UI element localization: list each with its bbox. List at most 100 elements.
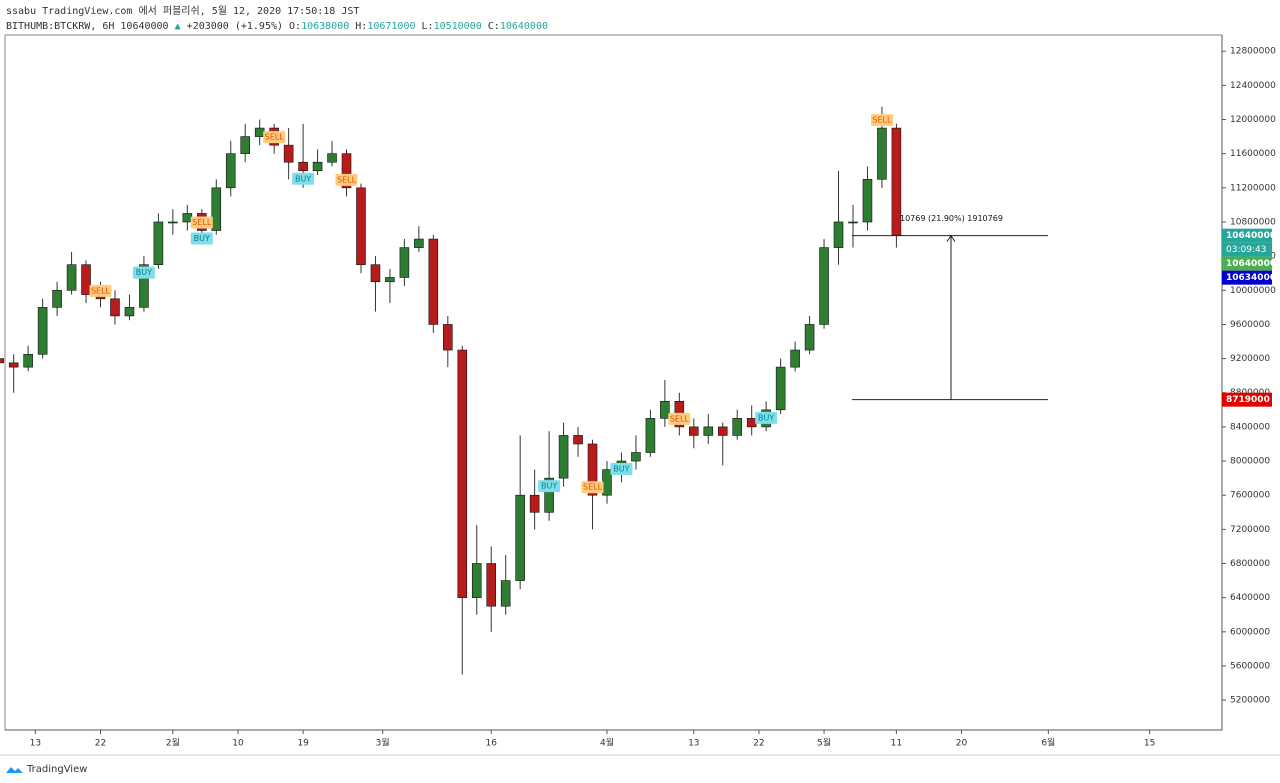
signal-badge: [755, 411, 778, 424]
y-tick-label: 7600000: [1230, 491, 1270, 501]
ohlc-value: 10640000: [499, 21, 548, 32]
candle-body: [0, 358, 4, 364]
signal-badge: [190, 216, 213, 229]
price-tag: 10634000: [1226, 273, 1276, 283]
candle-body: [283, 144, 294, 163]
candle-body: [558, 435, 569, 479]
candle-body: [500, 580, 511, 607]
price-tag-box: [1222, 270, 1272, 285]
candle-body: [573, 435, 583, 445]
signal-label: SELL: [583, 483, 603, 492]
symbol: BITHUMB:BTCKRW, 6H: [6, 21, 115, 32]
x-tick-label: 13: [688, 739, 699, 749]
brand-logo: [6, 767, 23, 773]
candle-body: [168, 221, 178, 224]
x-tick-label: 11: [891, 739, 902, 749]
y-tick-label: 10000000: [1230, 286, 1276, 296]
measure-text: 10769 (21.90%) 1910769: [900, 214, 1003, 223]
candle-body: [298, 161, 308, 172]
candle-body: [819, 247, 829, 325]
candle-body: [746, 418, 757, 428]
y-tick-label: 8400000: [1230, 422, 1270, 432]
candle-body: [515, 494, 525, 581]
ohlc-label: C:: [487, 21, 500, 32]
signal-badge: [89, 284, 112, 297]
candle-body: [602, 469, 612, 496]
ohlc: O:10638000 H:10671000 L:10510000 C:10640…: [289, 21, 548, 32]
y-tick-label: 6800000: [1230, 559, 1270, 569]
candle-body: [775, 366, 786, 411]
signal-badge: [190, 232, 213, 245]
signal-label: SELL: [337, 175, 357, 184]
x-tick-label: 22: [95, 739, 106, 749]
x-tick-label: 16: [485, 739, 497, 749]
candle-body: [645, 418, 656, 453]
signal-label: SELL: [192, 218, 212, 227]
candle-body: [443, 324, 453, 351]
candle-body: [312, 161, 323, 172]
x-tick-label: 22: [753, 739, 764, 749]
candle-body: [153, 221, 164, 265]
candle-body: [877, 127, 887, 180]
header: ssabu TradingView.com 에서 퍼블리쉬, 5월 12, 20…: [6, 4, 548, 34]
y-tick-label: 6000000: [1230, 627, 1270, 637]
x-tick-label: 3월: [376, 737, 390, 749]
candle-body: [356, 187, 366, 265]
x-tick-label: 6월: [1041, 737, 1055, 749]
candle-body: [689, 426, 699, 436]
x-tick-label: 19: [297, 739, 309, 749]
candle-body: [544, 477, 554, 513]
candle-body: [457, 349, 468, 598]
ohlc-value: 10638000: [301, 21, 350, 32]
candle-body: [703, 426, 714, 436]
signal-badge: [335, 173, 358, 186]
candle-body: [124, 307, 135, 317]
ohlc-label: O:: [289, 21, 302, 32]
candle-body: [848, 221, 858, 224]
y-tick-label: 9600000: [1230, 320, 1270, 330]
candle-body: [414, 238, 424, 248]
ohlc-value: 10671000: [367, 21, 416, 32]
signal-label: SELL: [265, 133, 285, 142]
signal-badge: [668, 412, 691, 425]
candle-body: [399, 247, 410, 278]
price-tag-box: [1222, 392, 1272, 407]
signal-label: SELL: [91, 286, 111, 295]
candle-body: [182, 213, 193, 223]
candle-body: [732, 418, 743, 436]
price-tag-box: [1222, 256, 1272, 271]
signal-label: SELL: [872, 116, 892, 125]
signal-label: BUY: [613, 465, 629, 474]
plot-frame: [4, 34, 1223, 731]
x-tick-label: 4월: [600, 737, 614, 749]
signal-label: SELL: [670, 414, 690, 423]
candle-body: [717, 426, 728, 436]
signal-badge: [581, 481, 604, 494]
candle-body: [471, 563, 482, 598]
candle-body: [8, 362, 19, 368]
ohlc-label: L:: [421, 21, 434, 32]
y-tick-label: 11200000: [1230, 183, 1276, 193]
candle-body: [341, 153, 352, 189]
candle-body: [110, 298, 120, 317]
change: +203000 (+1.95%): [186, 21, 283, 32]
candle-body: [240, 136, 251, 154]
measure-arrowhead: [946, 234, 956, 242]
candle-body: [225, 153, 236, 189]
candle-body: [833, 221, 844, 248]
price-tag: 8719000: [1226, 395, 1270, 405]
candle-body: [254, 127, 265, 137]
candle-body: [327, 153, 337, 163]
x-tick-label: 5월: [817, 737, 831, 749]
candle-body: [370, 264, 381, 283]
ohlc-label: H:: [355, 21, 368, 32]
x-tick-label: 2월: [166, 737, 180, 749]
candle-body: [385, 277, 395, 283]
signal-badge: [870, 114, 893, 127]
quote-line: BITHUMB:BTCKRW, 6H 10640000 ▲ +203000 (+…: [6, 19, 548, 34]
y-tick-label: 6400000: [1230, 593, 1270, 603]
signal-label: BUY: [758, 413, 774, 422]
countdown-box: [1222, 242, 1272, 257]
candle-body: [804, 324, 815, 351]
signal-label: BUY: [295, 174, 311, 183]
